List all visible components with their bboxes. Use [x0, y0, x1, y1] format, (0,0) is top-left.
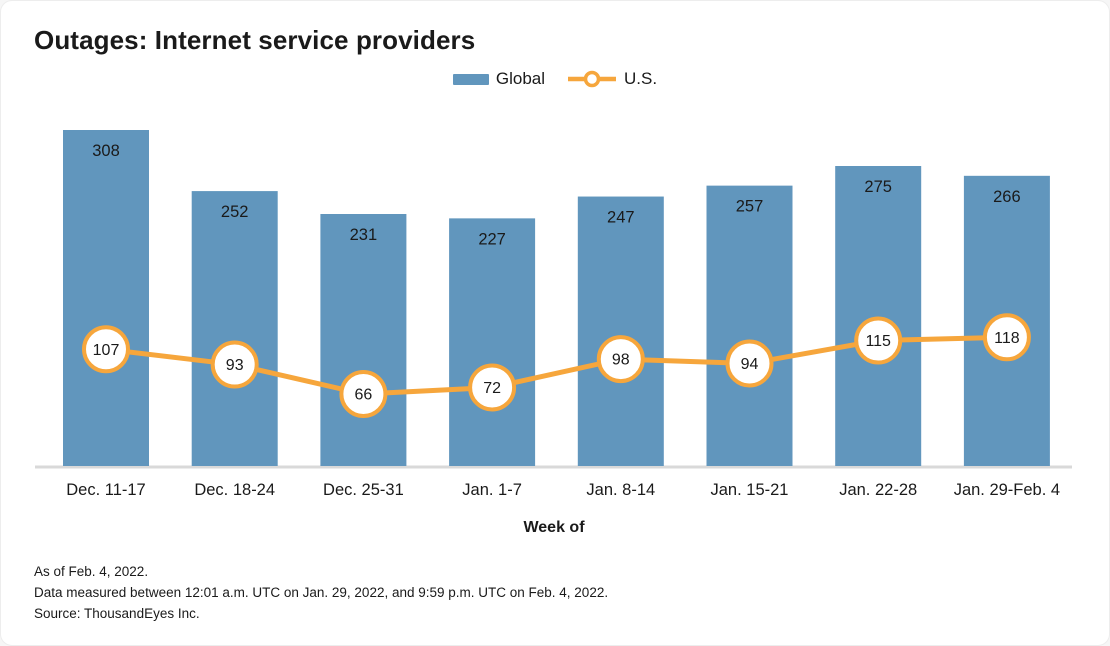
us-line-marker[interactable]	[468, 363, 517, 412]
x-axis-title: Week of	[523, 519, 585, 536]
bar-global[interactable]	[835, 166, 922, 466]
x-tick-label: Jan. 22-28	[839, 481, 917, 499]
bar-global[interactable]	[63, 130, 149, 466]
us-line-marker[interactable]	[210, 340, 259, 389]
x-tick-label: Jan. 8-14	[586, 481, 655, 499]
bar-global[interactable]	[191, 191, 278, 466]
marker-value-label: 93	[226, 357, 244, 374]
bar-global[interactable]	[706, 185, 793, 467]
marker-value-label: 115	[865, 333, 891, 350]
bar-global[interactable]	[577, 196, 664, 466]
x-tick-label: Dec. 11-17	[66, 481, 146, 499]
bar-value-label: 275	[864, 178, 892, 196]
bar-value-label: 231	[350, 226, 378, 244]
marker-value-label: 98	[612, 352, 630, 369]
us-line-marker[interactable]	[596, 335, 645, 384]
us-line-marker[interactable]	[982, 313, 1031, 362]
x-tick-label: Dec. 25-31	[323, 481, 404, 499]
marker-value-label: 66	[355, 387, 373, 404]
x-tick-label: Jan. 29-Feb. 4	[954, 481, 1060, 499]
x-tick-label: Jan. 1-7	[462, 481, 522, 499]
footnote-as-of: As of Feb. 4, 2022.	[34, 564, 149, 579]
us-line-marker[interactable]	[854, 316, 903, 365]
bar-value-label: 257	[736, 198, 764, 216]
chart-title: Outages: Internet service providers	[34, 25, 476, 55]
bar-value-label: 308	[92, 142, 120, 160]
marker-value-label: 72	[483, 380, 501, 397]
bar-value-label: 227	[478, 230, 506, 248]
footnotes: As of Feb. 4, 2022. Data measured betwee…	[34, 561, 608, 624]
global-bar-swatch-icon	[452, 73, 489, 85]
bar-value-label: 247	[607, 209, 635, 227]
us-line-marker[interactable]	[725, 339, 774, 388]
us-line-swatch-icon	[568, 70, 617, 88]
marker-value-label: 94	[741, 356, 759, 373]
bar-value-label: 252	[221, 203, 249, 221]
footnote-source: Source: ThousandEyes Inc.	[34, 606, 200, 621]
bar-global[interactable]	[449, 218, 536, 466]
us-line-marker[interactable]	[339, 370, 388, 418]
x-tick-label: Jan. 15-21	[711, 481, 789, 499]
legend-label-global: Global	[495, 69, 546, 88]
x-tick-label: Dec. 18-24	[194, 481, 275, 499]
marker-value-label: 118	[994, 330, 1020, 347]
bar-value-label: 266	[993, 188, 1021, 206]
legend-item-us[interactable]: U.S.	[567, 69, 657, 89]
legend-item-global[interactable]: Global	[452, 69, 546, 89]
us-line-marker[interactable]	[82, 325, 130, 374]
legend-label-us: U.S.	[624, 69, 658, 88]
footnote-measurement-window: Data measured between 12:01 a.m. UTC on …	[34, 585, 609, 600]
bar-global[interactable]	[320, 214, 407, 466]
marker-value-label: 107	[93, 342, 120, 359]
legend: Global U.S.	[1, 69, 1109, 89]
